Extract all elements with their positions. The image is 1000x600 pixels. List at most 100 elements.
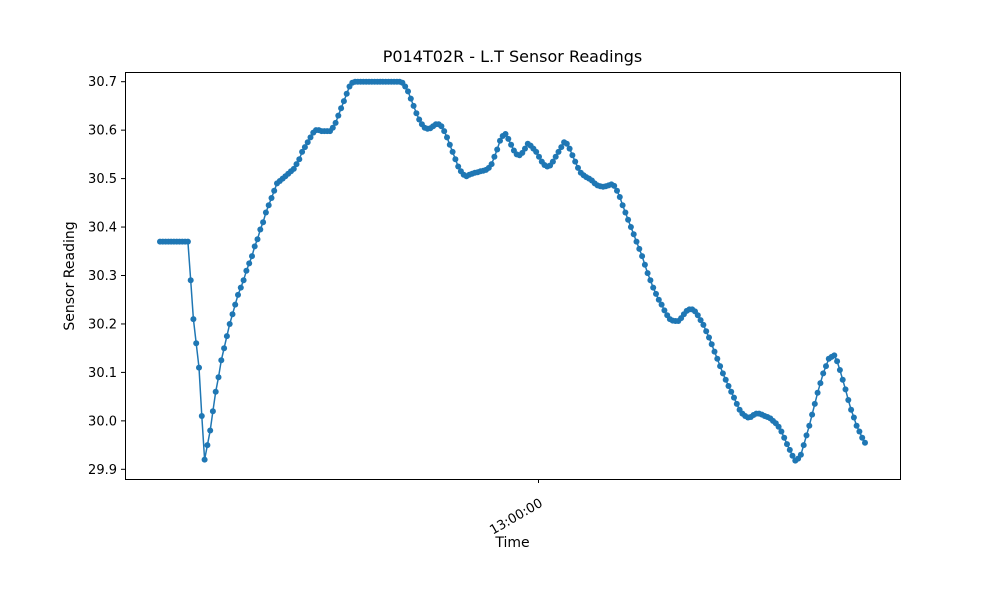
data-point xyxy=(831,352,838,359)
data-point xyxy=(633,238,640,245)
data-point xyxy=(809,411,816,418)
data-point xyxy=(444,134,450,141)
data-point xyxy=(781,434,788,441)
data-point xyxy=(209,408,216,415)
data-point xyxy=(717,363,724,370)
data-point xyxy=(823,363,829,370)
data-point xyxy=(254,236,261,243)
data-point xyxy=(706,334,712,341)
data-point xyxy=(800,442,807,449)
data-point xyxy=(708,341,715,348)
data-point xyxy=(201,456,208,463)
y-tick-label: 30.0 xyxy=(88,414,117,429)
data-point xyxy=(343,90,350,97)
y-tick-label: 30.5 xyxy=(88,172,117,187)
data-point xyxy=(566,145,573,152)
data-point xyxy=(627,224,634,230)
data-point xyxy=(778,428,785,435)
data-point xyxy=(536,153,542,160)
y-tick-label: 30.4 xyxy=(88,221,117,236)
data-point xyxy=(338,105,345,112)
data-point xyxy=(293,161,300,168)
data-point xyxy=(848,406,855,413)
data-point xyxy=(416,116,423,123)
data-point xyxy=(836,367,843,373)
data-point xyxy=(569,152,576,159)
data-point xyxy=(533,148,540,155)
data-point xyxy=(725,383,732,389)
data-point xyxy=(260,219,267,226)
data-point xyxy=(731,394,737,401)
data-point xyxy=(811,400,818,407)
data-point xyxy=(290,165,297,172)
data-point xyxy=(455,163,462,170)
data-point xyxy=(235,291,241,298)
data-point xyxy=(719,370,726,377)
data-point xyxy=(655,296,662,303)
data-point xyxy=(862,439,868,446)
data-point xyxy=(650,284,657,291)
data-point xyxy=(237,284,244,291)
data-point xyxy=(246,260,253,267)
y-tick-label: 30.3 xyxy=(88,269,117,284)
data-point xyxy=(644,270,651,277)
data-point xyxy=(243,267,250,274)
y-tick-label: 30.6 xyxy=(88,124,117,139)
data-point xyxy=(232,301,239,308)
data-point xyxy=(441,128,448,135)
data-point xyxy=(625,216,632,223)
data-point xyxy=(193,340,200,347)
data-point xyxy=(196,364,202,371)
data-point xyxy=(647,277,654,284)
data-point xyxy=(845,397,852,403)
data-point xyxy=(223,333,230,340)
data-point xyxy=(226,321,233,327)
data-point xyxy=(820,370,827,377)
data-point xyxy=(184,238,191,245)
data-point xyxy=(549,158,556,165)
data-point xyxy=(301,144,308,151)
data-point xyxy=(714,355,721,362)
data-point xyxy=(555,148,562,155)
data-point xyxy=(834,358,841,365)
data-point xyxy=(622,209,629,216)
data-point xyxy=(491,153,498,160)
series-line xyxy=(160,80,866,462)
data-point xyxy=(575,164,581,171)
data-point xyxy=(859,434,866,441)
ticks-layer: 29.9 30.0 30.1 30.2 30.3 30.4 30.5 30.6 30.7 xyxy=(88,75,539,483)
data-point xyxy=(190,316,197,323)
data-point xyxy=(558,144,565,151)
data-point xyxy=(616,194,623,200)
data-point xyxy=(653,290,659,297)
chart-title: P014T02R - L.T Sensor Readings xyxy=(382,47,643,66)
data-point xyxy=(789,452,796,459)
data-point xyxy=(786,446,793,453)
data-point xyxy=(775,423,782,430)
data-point xyxy=(502,131,509,137)
data-point xyxy=(229,311,236,318)
data-point xyxy=(722,376,729,383)
data-point xyxy=(803,432,810,439)
data-point xyxy=(497,137,503,144)
data-point xyxy=(271,187,278,194)
y-tick-label: 30.1 xyxy=(88,366,117,381)
data-point xyxy=(207,427,214,434)
data-point xyxy=(700,321,707,328)
data-point xyxy=(508,141,515,148)
data-point xyxy=(304,139,311,146)
data-point xyxy=(552,153,559,160)
series-layer xyxy=(157,78,868,464)
data-point xyxy=(488,161,495,168)
data-point xyxy=(204,442,211,449)
y-tick-label: 29.9 xyxy=(88,463,117,478)
data-point xyxy=(563,140,570,147)
data-point xyxy=(249,253,255,260)
data-point xyxy=(694,312,701,319)
data-point xyxy=(697,317,704,324)
data-point xyxy=(251,243,258,250)
data-point xyxy=(572,158,579,165)
data-point xyxy=(522,145,528,152)
data-point xyxy=(268,195,275,201)
